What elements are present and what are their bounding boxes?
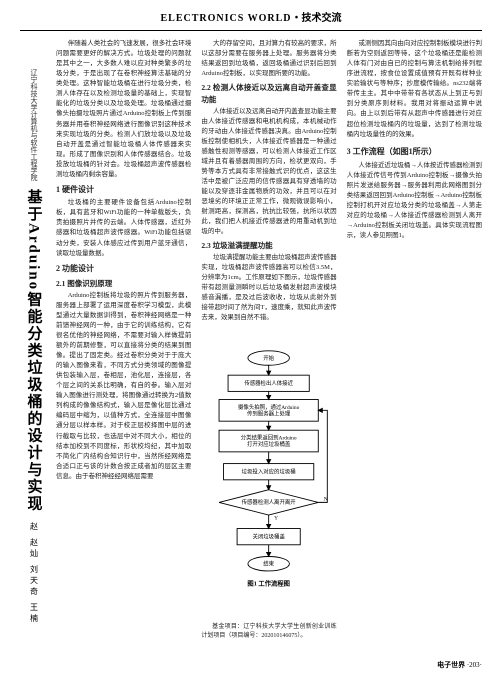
s1-title: 1 硬件设计: [56, 184, 191, 196]
s2-title: 2 功能设计: [56, 263, 191, 275]
header-en: ELECTRONICS WORLD: [160, 13, 291, 24]
flow-label-start: 开始: [264, 354, 275, 362]
flow-label-n1: 传感器检出人体接近: [245, 379, 294, 387]
flow-label-n4: 垃圾投入对应的垃圾桶: [242, 468, 296, 476]
s21-p1: Arduino控制板将垃圾的照片传到服务器，服务器上部署了运用深度卷积学习模型，…: [56, 291, 191, 482]
s3-title: 3 工作流程（如图1所示）: [347, 146, 482, 158]
footer-brand: 电子世界: [437, 661, 465, 669]
header-dot: ・: [292, 13, 302, 24]
content-area: 辽宁科技大学计算机与软件工程学院 基于Arduino智能分类垃圾桶的设计与实现 …: [0, 31, 502, 651]
flow-label-end: 结束: [264, 560, 275, 568]
flow-label-d1: 传感器检测人离开离开: [242, 499, 297, 507]
column-2: 大的存留空间，且对算力有较高的要求，所以这部分需要在服务器上处理。服务器将分类结…: [201, 39, 336, 651]
flow-edge-label: N: [324, 497, 328, 503]
s3-p1: 人体接近近垃圾桶→人体按近传感器检测到人体接近传信号传到Arduino控制板→摄…: [347, 161, 482, 242]
s22-lead: 大的存留空间，且对算力有较高的要求，所以这部分需要在服务器上处理。服务器将分类结…: [201, 39, 336, 79]
flow-label-n3: 分类结果返回到Arduino: [241, 434, 297, 442]
flow-edge-label: Y: [274, 516, 278, 522]
intro-p1: 伴随着人类社会的飞速发展，很多社会环境问题需要更好的解决方式。垃圾处理的问题就是…: [56, 39, 191, 180]
affiliation: 辽宁科技大学计算机与软件工程学院: [29, 69, 39, 181]
header-cn: 技术交流: [302, 13, 342, 24]
flow-label-n5: 关闭垃圾桶盖: [253, 533, 286, 541]
s22-p2: 人体接近以及远离自动开内盖查显功能主要由人体接近传感器和电机机构成，本机械动作的…: [201, 107, 336, 238]
flow-label-n2: 传到服务器上处理: [247, 410, 291, 418]
fund-note: 基金项目：辽宁科技大学大学生创新创业训练计划项目（项目编号：2020101460…: [201, 623, 336, 640]
text-columns: 伴随着人类社会的飞速发展，很多社会环境问题需要更好的解决方式。垃圾处理的问题就是…: [56, 39, 482, 651]
flow-edge: [319, 411, 328, 503]
column-1: 伴随着人类社会的飞速发展，很多社会环境问题需要更好的解决方式。垃圾处理的问题就是…: [56, 39, 191, 651]
s22-title: 2.2 检测人体接近以及远离自动开盖查显功能: [201, 82, 336, 105]
sidebar: 辽宁科技大学计算机与软件工程学院 基于Arduino智能分类垃圾桶的设计与实现 …: [20, 39, 48, 651]
col3-overflow: 或测侧因其向由向对应控制制板模块进行判断若为空则返回等待，这个垃圾桶还是能检测人…: [347, 39, 482, 140]
s23-title: 2.3 垃圾溢满提醒功能: [201, 240, 336, 252]
flow-label-n2: 摄像头拍照，通过Arduino: [238, 403, 300, 411]
flowchart-figure: 开始传感器检出人体接近摄像头拍照，通过Arduino传到服务器上处理分类结果返回…: [201, 329, 336, 609]
page-header: ELECTRONICS WORLD・技术交流: [20, 0, 482, 31]
flow-label-caption: 图1 工作流程图: [248, 579, 291, 588]
column-3: 或测侧因其向由向对应控制制板模块进行判断若为空则返回等待，这个垃圾桶还是能检测人…: [347, 39, 482, 651]
page-footer: 电子世界 ·203·: [437, 660, 482, 670]
flow-label-n3: 打开对应垃圾桶盖: [247, 440, 291, 448]
s21-title: 2.1 图像识别原理: [56, 278, 191, 290]
s1-p1: 垃圾桶的主要硬件设备包括Arduino控制板，具有蓝牙和WiFi功能的一种单载版…: [56, 198, 191, 258]
authors: 赵 赵灿 刘天奇 王楠: [29, 522, 40, 625]
footer-page: ·203·: [467, 661, 482, 669]
s23-p1: 垃圾满提醒功能主要由垃圾桶超声波传感器实现，垃圾桶超声波传感器高可以检信3.5M…: [201, 253, 336, 323]
paper-title: 基于Arduino智能分类垃圾桶的设计与实现: [24, 189, 45, 512]
